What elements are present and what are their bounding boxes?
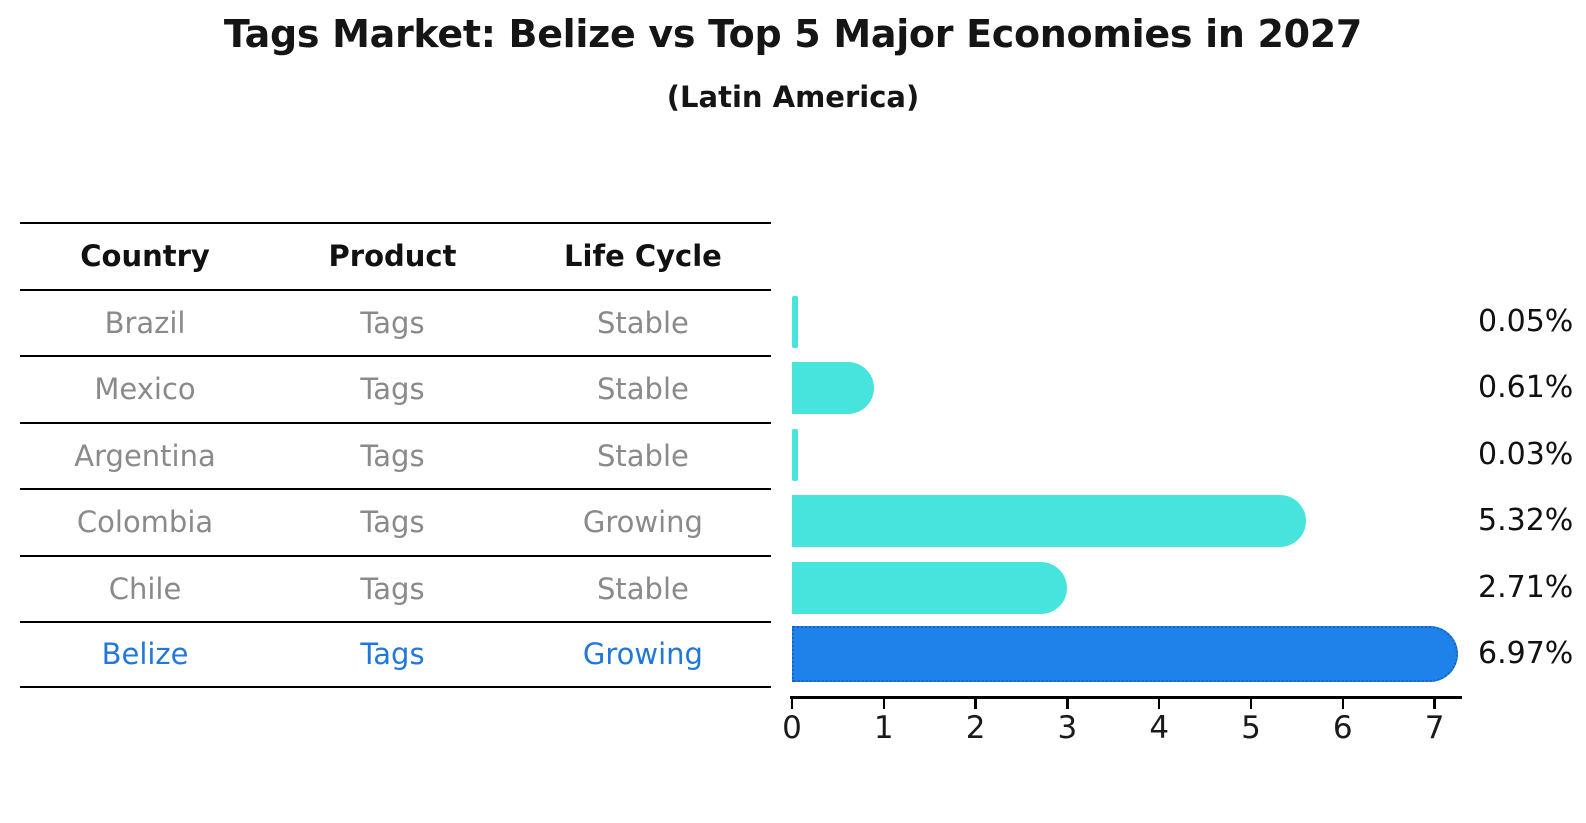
table-row: Colombia Tags Growing <box>20 488 771 555</box>
x-axis-tick-label: 6 <box>1332 710 1353 746</box>
cell-product: Tags <box>360 305 425 340</box>
x-axis-tick <box>790 699 794 709</box>
x-axis-tick <box>1433 699 1436 709</box>
cell-country: Chile <box>108 571 182 606</box>
cell-life-cycle: Stable <box>597 372 689 407</box>
x-axis-tick-label: 5 <box>1241 710 1261 746</box>
table-row: Chile Tags Stable <box>20 554 771 622</box>
cell-country: Mexico <box>94 372 196 407</box>
country-table: Country Product Life Cycle Brazil Tags Stable… <box>20 222 771 688</box>
cell-life-cycle: Stable <box>597 571 689 606</box>
bar-value-label: 6.97% <box>1478 636 1574 672</box>
x-axis-tick <box>1341 699 1345 709</box>
x-axis-tick <box>1066 699 1069 709</box>
chart-subtitle: (Latin America) <box>666 80 920 114</box>
x-axis-tick-label: 4 <box>1149 710 1170 746</box>
x-axis-tick-label: 3 <box>1057 710 1078 746</box>
x-axis-tick <box>1249 699 1253 709</box>
cell-country: Argentina <box>74 438 216 473</box>
table-row: Brazil Tags Stable <box>20 288 771 356</box>
bar-mexico <box>792 362 874 415</box>
x-axis-tick <box>882 699 886 709</box>
x-axis-tick-label: 2 <box>965 710 986 746</box>
x-axis-tick-label: 7 <box>1424 710 1445 746</box>
bar-value-label: 5.32% <box>1478 503 1574 539</box>
bar-chile <box>792 561 1067 614</box>
bar-value-label: 0.03% <box>1478 436 1574 472</box>
cell-country: Belize <box>101 637 189 672</box>
column-header-product: Product <box>328 239 457 274</box>
table-row: Belize Tags Growing <box>20 621 771 688</box>
bar-colombia <box>792 495 1307 548</box>
table-row: Argentina Tags Stable <box>20 421 771 489</box>
cell-country: Colombia <box>76 505 214 540</box>
cell-product: Tags <box>360 637 425 672</box>
bar-brazil <box>792 295 798 348</box>
x-axis-line <box>790 696 1462 699</box>
cell-product: Tags <box>360 571 425 606</box>
x-axis-tick-label: 0 <box>782 710 802 746</box>
cell-product: Tags <box>360 505 425 540</box>
column-header-life-cycle: Life Cycle <box>564 239 722 274</box>
table-row: Mexico Tags Stable <box>20 355 771 422</box>
cell-life-cycle: Growing <box>582 637 703 672</box>
x-axis-tick <box>974 699 977 709</box>
x-axis-tick-label: 1 <box>873 710 894 746</box>
bar-value-label: 0.61% <box>1478 370 1574 406</box>
table-header-row: Country Product Life Cycle <box>20 222 771 289</box>
column-header-country: Country <box>80 239 210 274</box>
bar-value-label: 2.71% <box>1478 569 1574 605</box>
cell-life-cycle: Stable <box>597 438 689 473</box>
x-axis-tick <box>1157 699 1161 709</box>
chart-title: Tags Market: Belize vs Top 5 Major Econo… <box>223 12 1363 56</box>
cell-product: Tags <box>360 372 425 407</box>
bar-argentina <box>792 428 798 481</box>
bar-value-label: 0.05% <box>1478 303 1574 339</box>
cell-country: Brazil <box>104 305 186 340</box>
cell-life-cycle: Stable <box>597 305 689 340</box>
cell-life-cycle: Growing <box>582 505 703 540</box>
bar-belize <box>792 626 1458 683</box>
cell-product: Tags <box>360 438 425 473</box>
